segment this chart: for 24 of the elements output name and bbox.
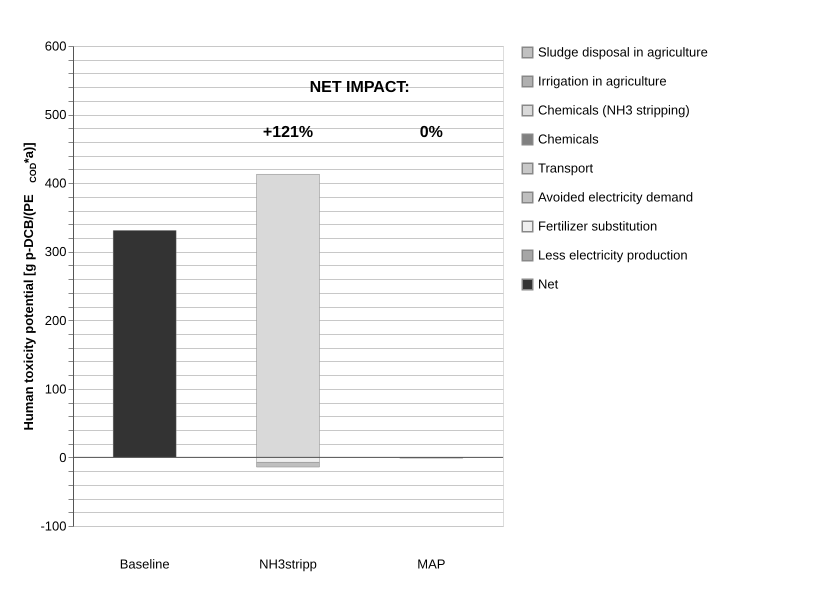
legend-label: Chemicals <box>538 132 600 146</box>
legend-label: Irrigation in agriculture <box>538 74 667 88</box>
legend-label: Sludge disposal in agriculture <box>538 44 708 60</box>
x-tick-label: MAP <box>417 556 446 572</box>
y-tick-label: -100 <box>40 518 66 534</box>
y-tick-label: 0 <box>59 450 66 465</box>
legend-label: Avoided electricity demand <box>538 190 694 204</box>
x-tick-label: NH3stripp <box>259 556 317 572</box>
annotation: +121% <box>262 124 314 141</box>
legend-label: Less electricity production <box>538 248 688 262</box>
annotation: 0% <box>420 124 443 141</box>
y-tick-label: 200 <box>44 312 66 328</box>
legend-label: Net <box>538 276 559 292</box>
annotation: NET IMPACT: <box>310 79 410 96</box>
legend-label: Transport <box>538 160 594 176</box>
y-axis-title: Human toxicity potential [g p-DCB/(PECOD*a)] <box>21 142 38 431</box>
legend-label: Fertilizer substitution <box>538 218 658 234</box>
y-tick-label: 400 <box>44 176 66 191</box>
y-tick-label: 300 <box>44 244 66 260</box>
legend-label: Chemicals (NH3 stripping) <box>538 102 690 118</box>
y-tick-label: 600 <box>44 38 66 54</box>
y-tick-label: 100 <box>44 381 66 396</box>
x-tick-label: Baseline <box>120 556 170 572</box>
y-tick-label: 500 <box>44 107 66 122</box>
